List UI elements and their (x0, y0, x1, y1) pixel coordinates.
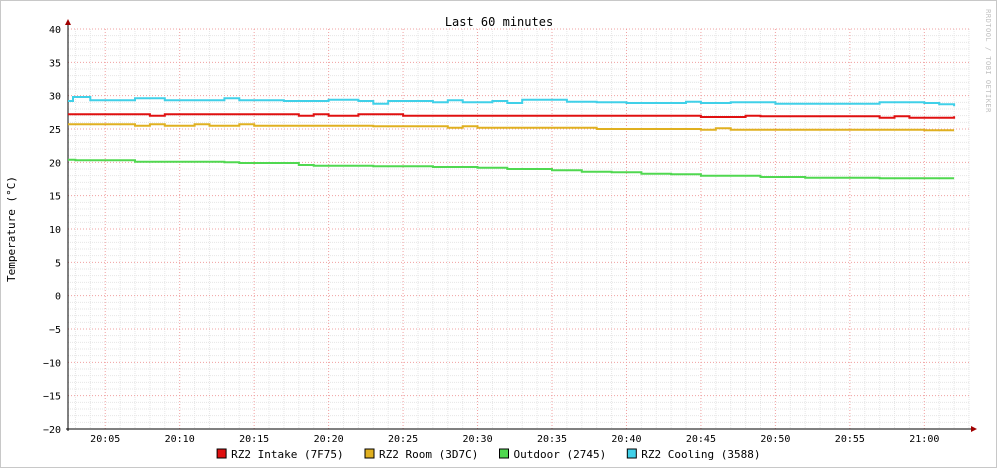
x-tick-label: 20:20 (314, 434, 344, 445)
x-tick-label: 21:00 (909, 434, 939, 445)
rrdtool-watermark: RRDTOOL / TOBI OETIKER (984, 9, 992, 113)
x-tick-label: 20:05 (90, 434, 120, 445)
series-line-4 (68, 96, 956, 107)
legend-swatch (364, 448, 375, 459)
legend-label: RZ2 Cooling (3588) (641, 448, 760, 461)
x-tick-label: 20:15 (239, 434, 269, 445)
y-tick-label: 10 (49, 225, 61, 236)
y-tick-label: −20 (43, 425, 61, 436)
x-tick-label: 20:40 (611, 434, 641, 445)
legend-swatch (499, 448, 509, 459)
y-tick-label: −10 (43, 358, 61, 369)
chart-title: Last 60 minutes (445, 15, 553, 29)
legend-label: RZ2 Room (3D7C) (379, 448, 478, 461)
y-tick-label: 30 (49, 92, 61, 103)
series-line-2 (68, 123, 955, 132)
y-tick-label: −15 (43, 392, 61, 403)
x-tick-label: 20:55 (835, 434, 865, 445)
series-lines (68, 96, 956, 180)
legend-label: Outdoor (2745) (514, 448, 607, 461)
y-axis-arrow (65, 19, 71, 25)
y-tick-label: 35 (49, 58, 61, 69)
x-axis-arrow (971, 426, 977, 432)
x-tick-label: 20:35 (537, 434, 567, 445)
legend-swatch (216, 448, 227, 459)
y-tick-label: 20 (49, 158, 61, 169)
x-tick-label: 20:25 (388, 434, 418, 445)
y-tick-label: −5 (49, 325, 61, 336)
series-line-1 (68, 113, 956, 119)
axes (65, 19, 977, 432)
legend-swatch (626, 448, 637, 459)
x-tick-label: 20:50 (760, 434, 790, 445)
y-tick-labels: 40 35 30 25 20 15 10 5 0 −5 −10 −15 −20 (43, 25, 61, 436)
y-tick-label: 40 (49, 25, 61, 36)
x-tick-label: 20:30 (462, 434, 492, 445)
x-tick-labels: 20:05 20:10 20:15 20:20 20:25 20:30 20:35 20:40… (90, 434, 939, 445)
y-tick-label: 15 (49, 192, 61, 203)
x-tick-label: 20:45 (686, 434, 716, 445)
y-tick-label: 0 (55, 292, 61, 303)
series-line-3 (68, 158, 955, 180)
x-tick-label: 20:10 (165, 434, 195, 445)
y-axis-label: Temperature (°C) (5, 176, 18, 282)
legend-label: RZ2 Intake (7F75) (231, 448, 344, 461)
legend: RZ2 Intake (7F75) RZ2 Room (3D7C) Outdoor … (216, 448, 761, 461)
y-tick-label: 25 (49, 125, 61, 136)
y-tick-label: 5 (55, 258, 61, 269)
